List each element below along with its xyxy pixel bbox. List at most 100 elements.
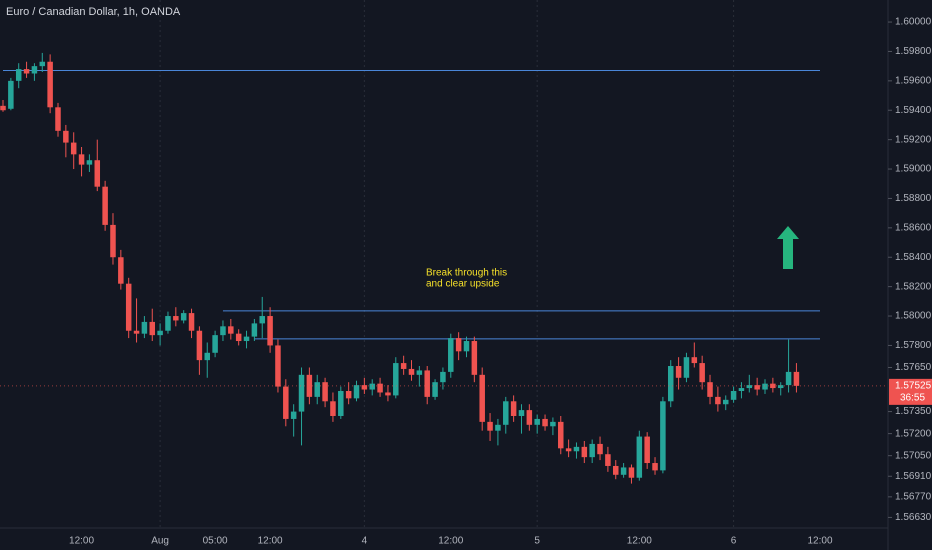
candle-body: [730, 391, 737, 400]
candle-body: [102, 186, 108, 225]
candle-body: [314, 382, 320, 397]
candle-body: [432, 382, 438, 397]
candle-body: [660, 401, 666, 471]
x-tick-label: 5: [534, 536, 540, 547]
candle-body: [683, 357, 690, 378]
candle-body: [416, 370, 423, 375]
candle-body: [503, 401, 509, 425]
candle-body: [393, 363, 399, 396]
candle-body: [149, 321, 156, 336]
y-tick-label: 1.57050: [895, 450, 932, 461]
candle-body: [613, 465, 619, 475]
candle-body: [777, 385, 784, 389]
y-tick-label: 1.58400: [895, 252, 932, 263]
x-tick-label: 12:00: [807, 536, 832, 547]
countdown: 36:55: [900, 392, 925, 403]
grid: [159, 0, 735, 528]
x-tick-label: 4: [362, 536, 368, 547]
candle-body: [157, 330, 163, 336]
candle-body: [628, 467, 635, 478]
candle-body: [597, 443, 603, 455]
y-tick-label: 1.57350: [895, 406, 932, 417]
candle-body: [581, 446, 588, 458]
candle-body: [715, 396, 721, 405]
candle-body: [275, 345, 281, 387]
candle-body: [345, 391, 352, 399]
candle-body: [565, 448, 572, 452]
candle-body: [78, 154, 85, 165]
candle-body: [455, 338, 462, 352]
y-tick-label: 1.58200: [895, 281, 932, 292]
candle-body: [707, 382, 713, 397]
candle-body: [479, 374, 485, 422]
candle-body: [463, 341, 470, 352]
x-tick-label: 6: [731, 536, 737, 547]
candle-body: [675, 366, 682, 378]
candle-body: [385, 392, 391, 396]
y-tick-label: 1.59600: [895, 75, 932, 86]
candle-body: [63, 130, 69, 143]
annotation: Break through this: [426, 268, 507, 279]
candle-body: [290, 411, 297, 419]
candle-body: [39, 61, 46, 67]
candle-body: [306, 374, 313, 397]
candle-body: [212, 335, 218, 353]
candle-body: [471, 341, 478, 375]
y-tick-label: 1.59200: [895, 134, 932, 145]
price-label: 1.57525: [895, 380, 932, 391]
candle-body: [762, 383, 768, 390]
candle-body: [322, 382, 328, 402]
candle-body: [620, 467, 627, 475]
candle-body: [377, 383, 383, 393]
candle-body: [338, 391, 344, 416]
candle-body: [605, 454, 611, 466]
candle-body: [738, 388, 745, 392]
candle-body: [133, 330, 140, 334]
plot: [0, 52, 888, 484]
y-tick-label: 1.56910: [895, 471, 932, 482]
candle-body: [86, 160, 93, 165]
candle-body: [440, 371, 446, 383]
candle-body: [243, 336, 250, 342]
candle-body: [636, 436, 643, 478]
candle-body: [330, 401, 336, 416]
candle-body: [746, 385, 753, 389]
y-tick-label: 1.59400: [895, 105, 932, 116]
y-tick-label: 1.58800: [895, 193, 932, 204]
candle-body: [251, 323, 258, 337]
candle-body: [361, 385, 368, 390]
y-tick-label: 1.56630: [895, 512, 932, 523]
y-tick-label: 1.59000: [895, 164, 932, 175]
x-tick-label: 12:00: [627, 536, 652, 547]
candle-body: [652, 463, 658, 471]
candle-body: [180, 313, 187, 321]
candle-body: [118, 257, 124, 284]
candle-body: [267, 316, 273, 346]
y-tick-label: 1.57800: [895, 340, 932, 351]
candle-body: [220, 326, 226, 336]
candle-body: [722, 399, 729, 405]
candle-body: [448, 338, 454, 372]
chart-title: Euro / Canadian Dollar, 1h, OANDA: [6, 6, 181, 18]
candle-body: [173, 316, 179, 321]
price-label-box: [889, 378, 932, 405]
candle-body: [534, 418, 540, 425]
candle-body: [188, 313, 195, 331]
price-axis: 1.60000 1.59800 1.59600 1.59400 1.59200 1.590…: [888, 17, 932, 523]
x-tick-label: 05:00: [203, 536, 228, 547]
candle-body: [8, 80, 14, 109]
candle-body: [31, 66, 38, 74]
x-tick-label: 12:00: [258, 536, 283, 547]
candle-body: [125, 283, 132, 331]
candle-body: [699, 363, 705, 383]
y-tick-label: 1.59800: [895, 46, 932, 57]
y-tick-label: 1.56770: [895, 491, 932, 502]
candle-body: [259, 316, 265, 324]
candle-body: [424, 370, 430, 397]
candle-body: [110, 224, 116, 258]
candle-body: [235, 333, 242, 342]
candle-body: [70, 142, 77, 155]
candle-body: [526, 410, 533, 425]
